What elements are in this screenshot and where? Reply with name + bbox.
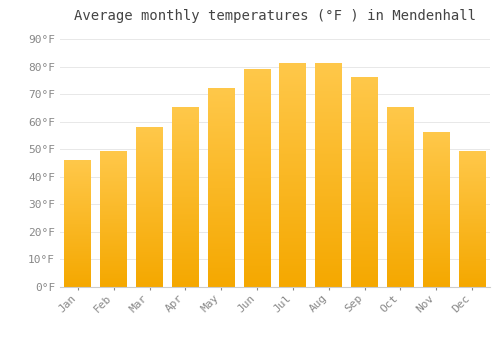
Bar <box>423 133 450 287</box>
Title: Average monthly temperatures (°F ) in Mendenhall: Average monthly temperatures (°F ) in Me… <box>74 9 476 23</box>
Bar <box>172 108 199 287</box>
Bar <box>208 89 234 287</box>
Bar <box>458 152 485 287</box>
Bar <box>136 127 163 287</box>
Bar <box>100 152 127 287</box>
Bar <box>280 64 306 287</box>
Bar <box>64 160 92 287</box>
Bar <box>316 64 342 287</box>
Bar <box>244 69 270 287</box>
Bar <box>351 78 378 287</box>
Bar <box>387 108 414 287</box>
